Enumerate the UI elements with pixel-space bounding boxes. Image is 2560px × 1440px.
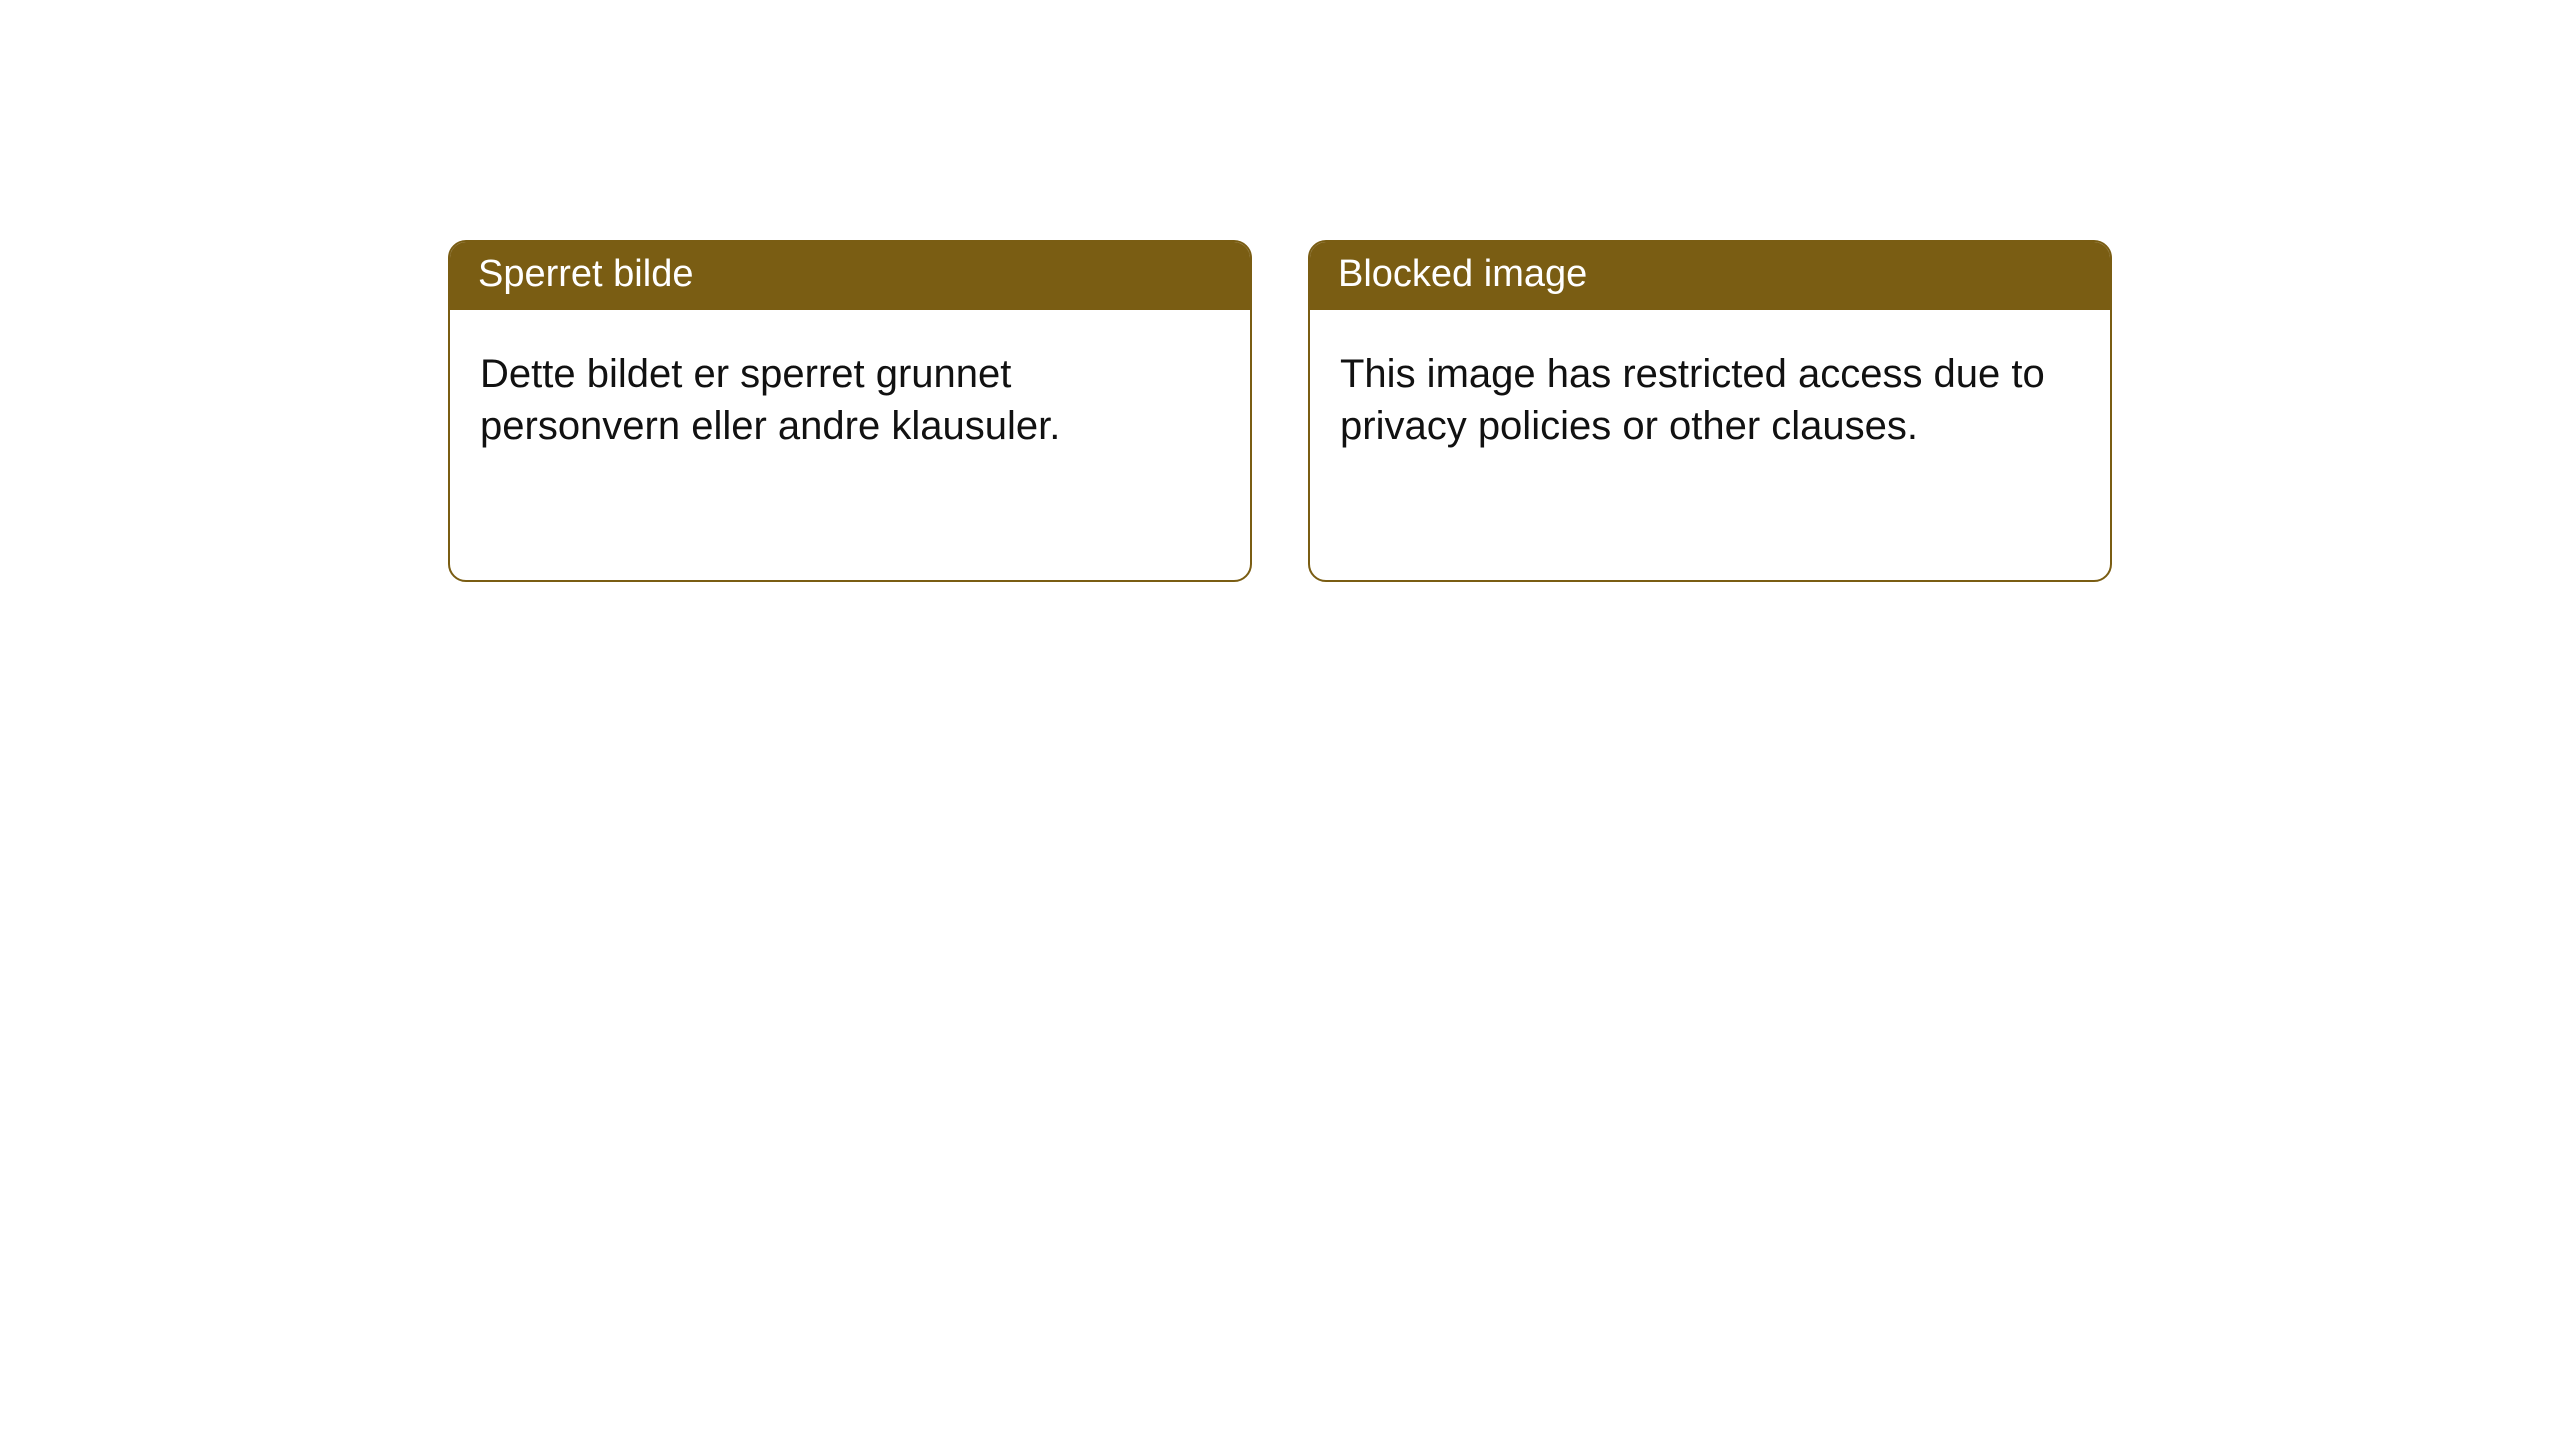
notice-body-english: This image has restricted access due to … (1310, 310, 2110, 580)
notice-card-norwegian: Sperret bilde Dette bildet er sperret gr… (448, 240, 1252, 582)
notice-card-english: Blocked image This image has restricted … (1308, 240, 2112, 582)
notice-container: Sperret bilde Dette bildet er sperret gr… (0, 0, 2560, 582)
notice-body-norwegian: Dette bildet er sperret grunnet personve… (450, 310, 1250, 580)
notice-title-english: Blocked image (1310, 242, 2110, 310)
notice-title-norwegian: Sperret bilde (450, 242, 1250, 310)
